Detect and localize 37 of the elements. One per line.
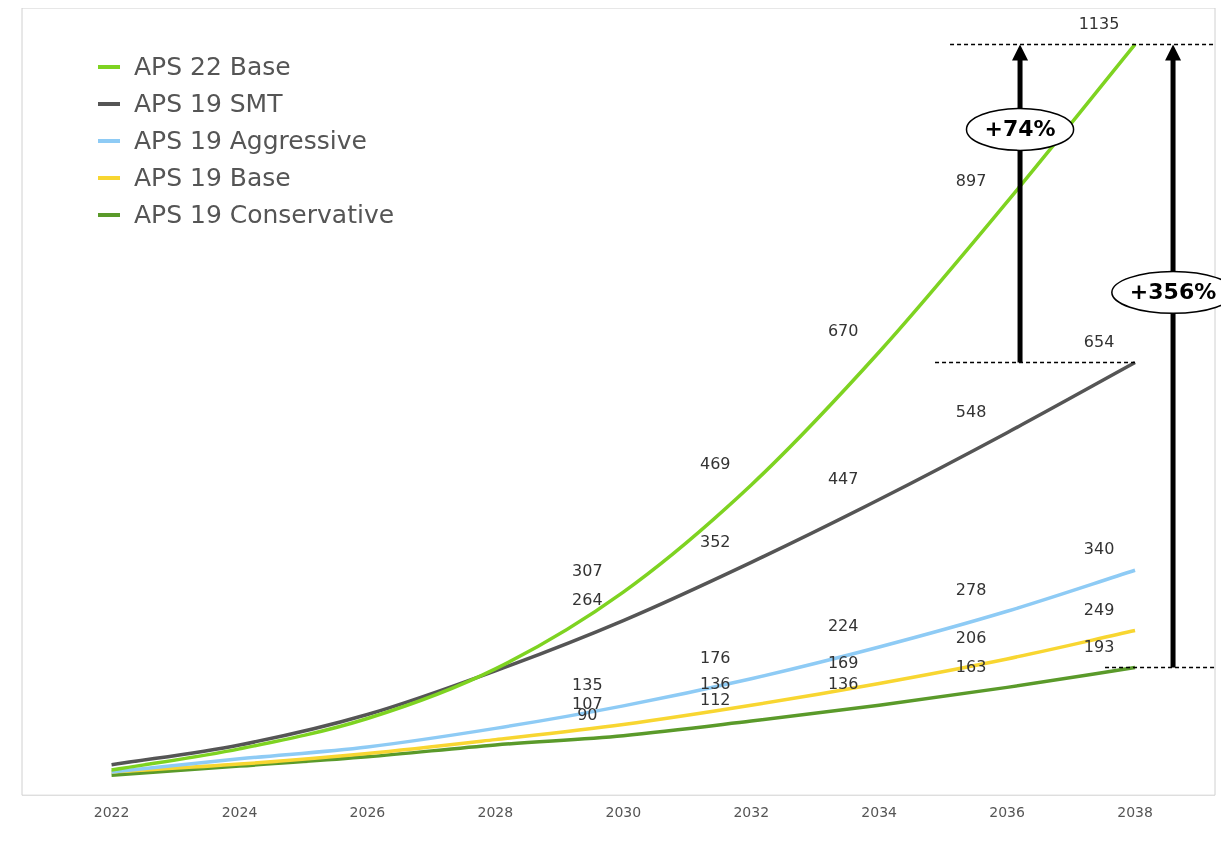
data-label: 112 xyxy=(699,690,731,710)
x-tick-label: 2034 xyxy=(861,804,898,821)
legend-label: APS 22 Base xyxy=(134,52,291,81)
x-tick-label: 2030 xyxy=(605,804,642,821)
legend-label: APS 19 Conservative xyxy=(134,200,395,229)
legend-label: APS 19 Aggressive xyxy=(134,126,367,155)
data-label: 447 xyxy=(827,468,859,488)
data-label: 897 xyxy=(955,170,987,190)
x-tick-label: 2028 xyxy=(477,804,514,821)
x-tick-label: 2032 xyxy=(733,804,770,821)
data-label: 176 xyxy=(699,647,731,667)
data-label: 654 xyxy=(1083,331,1115,351)
x-tick-label: 2036 xyxy=(989,804,1026,821)
x-tick-label: 2038 xyxy=(1117,804,1153,821)
data-label: 264 xyxy=(572,589,603,609)
data-label: 136 xyxy=(827,674,859,694)
legend-label: APS 19 Base xyxy=(134,163,291,192)
data-label: 670 xyxy=(827,321,859,341)
data-label: 307 xyxy=(572,561,603,581)
data-label: 352 xyxy=(699,531,731,551)
data-label: 206 xyxy=(955,628,987,648)
data-label: 249 xyxy=(1083,599,1115,619)
data-label: 469 xyxy=(699,454,731,474)
data-label: 193 xyxy=(1083,636,1115,656)
data-label: 548 xyxy=(955,401,987,421)
data-label: 340 xyxy=(1083,539,1115,559)
annotation: +74% xyxy=(984,116,1056,142)
legend-label: APS 19 SMT xyxy=(134,89,283,118)
data-label: 135 xyxy=(572,675,603,695)
annotation: +356% xyxy=(1129,279,1217,305)
data-label: 224 xyxy=(827,616,859,636)
data-label: 169 xyxy=(827,652,859,672)
x-tick-label: 2022 xyxy=(93,804,130,821)
data-label: 278 xyxy=(955,580,987,600)
data-label: 1135 xyxy=(1078,13,1120,33)
x-tick-label: 2026 xyxy=(349,804,386,821)
x-tick-label: 2024 xyxy=(221,804,258,821)
